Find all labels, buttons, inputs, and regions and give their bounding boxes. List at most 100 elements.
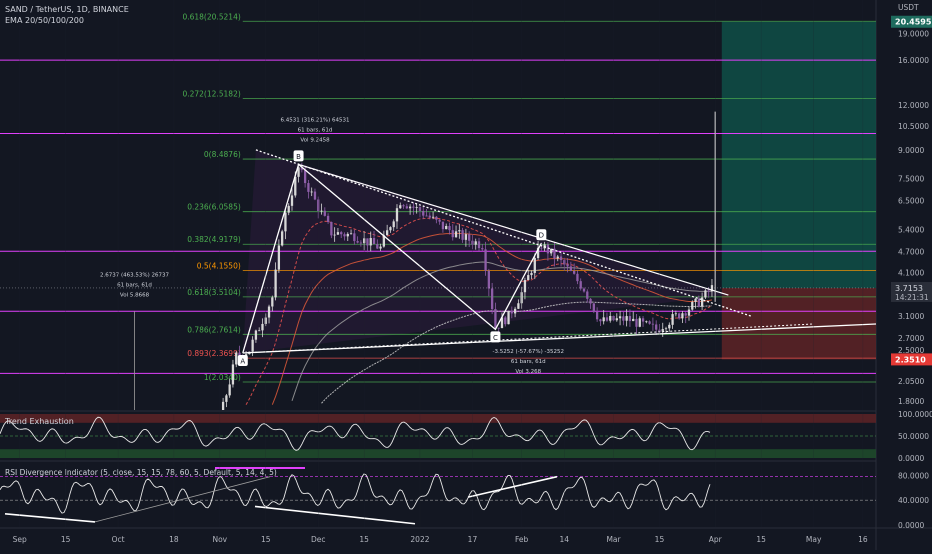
fib-level-label: 0.786(2.7614) [187, 325, 241, 334]
time-axis-label: Nov [212, 535, 227, 544]
candle [658, 329, 661, 332]
candle [540, 247, 543, 249]
candle [238, 352, 241, 356]
measure-annotation-line: -3.5252 (-57.67%) -35252 [492, 349, 563, 355]
candle [402, 205, 405, 207]
candle [474, 241, 477, 245]
price-tick-label: 2.5000 [898, 346, 924, 355]
candle [586, 291, 589, 299]
candle [294, 176, 297, 196]
time-axis-label: Sep [13, 535, 27, 544]
candle [343, 234, 346, 237]
candle [668, 324, 671, 329]
candle [490, 288, 494, 310]
triangle-upper-line [255, 149, 752, 317]
rsi-divergence-line [94, 476, 271, 523]
measure-annotation-line: 61 bars, 61d [511, 359, 546, 365]
candle [310, 191, 313, 193]
candle [366, 238, 369, 246]
candle [589, 298, 592, 304]
time-axis-label: 15 [359, 535, 369, 544]
time-axis-label: 15 [655, 535, 665, 544]
candle [264, 317, 267, 324]
candle [674, 313, 678, 315]
candle [379, 246, 382, 249]
time-axis-label: Feb [515, 535, 529, 544]
candle [510, 310, 513, 314]
time-axis-label: 15 [756, 535, 766, 544]
candle [363, 238, 366, 244]
candle [635, 318, 638, 327]
symbol-title[interactable]: SAND / TetherUS, 1D, BINANCE [5, 5, 129, 14]
time-axis-label: 16 [858, 535, 868, 544]
candle [513, 308, 517, 314]
ema-20-line [245, 217, 713, 406]
rsi-title: RSI Divergence Indicator (5, close, 15, … [5, 468, 277, 477]
candle [573, 270, 576, 274]
candle [451, 230, 454, 238]
candle [412, 206, 415, 208]
candle [523, 280, 527, 293]
candle [592, 303, 595, 312]
candle [687, 309, 691, 316]
candle [228, 384, 231, 396]
candle [284, 212, 287, 232]
candle [638, 318, 641, 327]
candle [632, 318, 635, 322]
ema-legend[interactable]: EMA 20/50/100/200 [5, 16, 84, 25]
candle [303, 169, 307, 184]
time-axis-label: Dec [311, 535, 326, 544]
candle [418, 207, 422, 211]
candle [477, 241, 481, 249]
candle [359, 242, 363, 244]
candle [536, 247, 540, 259]
candle [317, 199, 320, 212]
current-price-tag-bg [891, 281, 932, 302]
fib-level-label: 0(8.4876) [204, 150, 241, 159]
candle [385, 230, 389, 236]
stop-price-tag: 2.3510 [895, 355, 926, 364]
fib-level-label: 0.5(4.1550) [197, 262, 241, 271]
candle [681, 313, 684, 319]
rsi-divergence-line [254, 505, 416, 525]
candle [356, 241, 359, 243]
candle [645, 321, 648, 323]
candle [254, 330, 258, 340]
time-axis-label: 14 [560, 535, 570, 544]
candle [346, 233, 349, 237]
candle [566, 264, 569, 267]
candle [691, 301, 694, 310]
candle [372, 238, 376, 245]
candle [382, 235, 386, 247]
measure-annotation-line: 2.6737 (463.53%) 26737 [100, 272, 170, 278]
candle [481, 248, 484, 250]
fib-level-label: 0.618(3.5104) [187, 288, 241, 297]
candle [320, 210, 323, 212]
rsi-tick: 40.0000 [898, 496, 929, 505]
candle [392, 221, 395, 228]
ema-200-line [321, 301, 712, 404]
price-tick-label: 2.0500 [898, 377, 924, 386]
trend-exhaustion-title: Trend Exhaustion [4, 417, 74, 426]
candle [353, 233, 356, 242]
candle [707, 290, 710, 292]
candle [333, 234, 336, 236]
candle [405, 206, 408, 209]
candle [389, 227, 392, 231]
time-axis-label: 18 [169, 535, 179, 544]
candle [336, 232, 340, 235]
candle [500, 317, 504, 329]
candle [595, 311, 599, 320]
candle [395, 208, 399, 222]
candle [612, 315, 615, 321]
triangle-upper-solid [298, 163, 729, 296]
candle [605, 317, 609, 321]
time-axis-label: Mar [606, 535, 621, 544]
candle [651, 323, 655, 325]
price-tick-label: 4.7000 [898, 247, 924, 256]
time-axis-label: May [806, 535, 822, 544]
candle [376, 244, 379, 249]
long-stop-zone [721, 287, 876, 360]
